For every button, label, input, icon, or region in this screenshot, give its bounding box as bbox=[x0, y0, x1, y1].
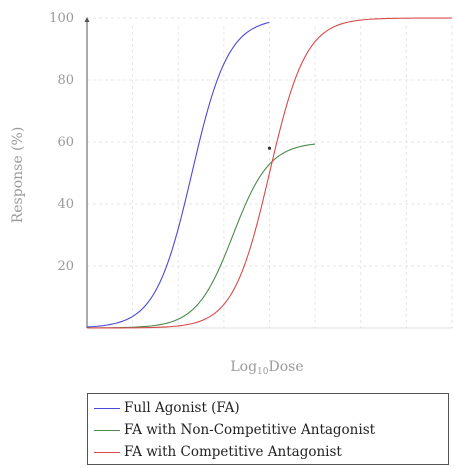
legend-item-full-agonist: Full Agonist (FA) bbox=[94, 398, 240, 418]
y-tick-label: 100 bbox=[49, 11, 74, 26]
legend-swatch-competitive bbox=[94, 451, 120, 453]
dose-response-chart: 20 40 60 80 100 Response (%) Log10Dose bbox=[10, 11, 453, 377]
y-tick-label: 60 bbox=[57, 135, 74, 150]
legend-item-competitive: FA with Competitive Antagonist bbox=[94, 442, 342, 462]
x-axis-title: Log10Dose bbox=[230, 359, 303, 377]
y-tick-label: 40 bbox=[57, 197, 74, 212]
x-axis-title-dose: Dose bbox=[269, 359, 304, 375]
legend-swatch-non-competitive bbox=[94, 429, 120, 431]
legend-label-full-agonist: Full Agonist (FA) bbox=[124, 400, 240, 416]
y-ticks: 20 40 60 80 100 bbox=[49, 11, 74, 274]
series-line-2 bbox=[86, 17, 453, 329]
series-line-1 bbox=[86, 143, 316, 329]
legend-label-competitive: FA with Competitive Antagonist bbox=[124, 444, 342, 460]
series-line-0 bbox=[86, 21, 270, 328]
y-tick-label: 20 bbox=[57, 259, 74, 274]
intersection-point bbox=[267, 146, 272, 150]
curves bbox=[86, 17, 453, 329]
x-axis-title-log: Log bbox=[230, 359, 257, 375]
y-axis-arrow bbox=[84, 17, 90, 22]
legend-swatch-full-agonist bbox=[94, 407, 120, 409]
y-tick-label: 80 bbox=[57, 73, 74, 88]
x-axis-title-sub: 10 bbox=[257, 367, 269, 377]
legend-label-non-competitive: FA with Non-Competitive Antagonist bbox=[124, 422, 376, 438]
legend: Full Agonist (FA) FA with Non-Competitiv… bbox=[87, 393, 449, 465]
y-axis-title: Response (%) bbox=[10, 127, 26, 224]
legend-item-non-competitive: FA with Non-Competitive Antagonist bbox=[94, 420, 375, 440]
grid bbox=[87, 17, 453, 329]
